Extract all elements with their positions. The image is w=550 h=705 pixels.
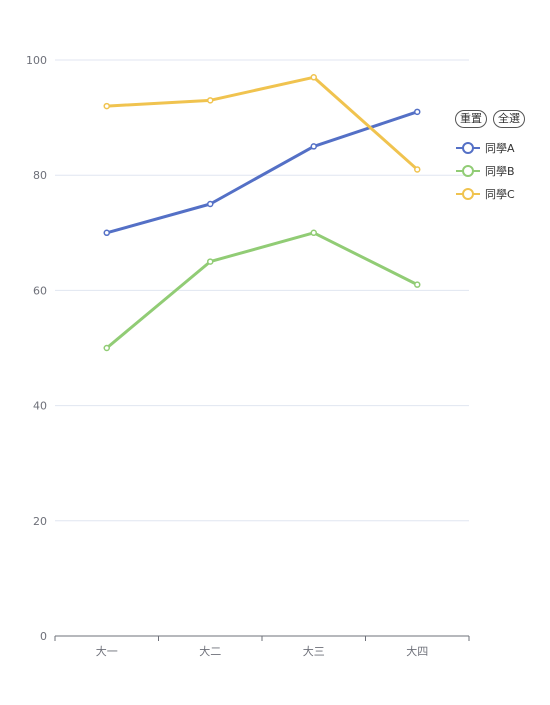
x-tick-label: 大三 — [303, 644, 325, 658]
data-point[interactable] — [310, 74, 317, 81]
data-point[interactable] — [207, 200, 214, 208]
legend-item-1[interactable]: 同學B — [455, 159, 550, 182]
data-point[interactable] — [414, 108, 421, 116]
x-tick-label: 大四 — [406, 644, 428, 658]
select-all-button[interactable]: 全選 — [493, 110, 525, 128]
legend: 重置 全選 同學A 同學B 同學C — [455, 110, 550, 205]
series-0 — [103, 108, 421, 237]
series-2 — [103, 74, 421, 173]
series-1 — [103, 229, 421, 352]
y-tick-label: 60 — [33, 284, 47, 297]
legend-item-2[interactable]: 同學C — [455, 182, 550, 205]
y-tick-label: 0 — [40, 630, 47, 643]
y-tick-label: 40 — [33, 400, 47, 413]
x-tick-label: 大二 — [199, 644, 221, 658]
data-point[interactable] — [207, 258, 214, 265]
data-point[interactable] — [310, 229, 317, 237]
y-tick-label: 100 — [26, 54, 47, 67]
series-line — [106, 110, 418, 235]
y-tick-label: 20 — [33, 515, 47, 528]
x-tick-label: 大一 — [96, 644, 118, 658]
legend-buttons: 重置 全選 — [455, 110, 550, 128]
reset-button[interactable]: 重置 — [455, 110, 487, 128]
legend-line-circle-icon — [456, 141, 480, 154]
data-point[interactable] — [103, 344, 110, 352]
data-point[interactable] — [103, 102, 110, 110]
data-point[interactable] — [103, 229, 110, 237]
series-layer — [103, 74, 421, 352]
legend-label: 同學C — [485, 187, 515, 201]
x-axis: 大一 大二 大三 大四 — [54, 635, 470, 658]
legend-line-circle-icon — [456, 187, 480, 200]
y-tick-label: 80 — [33, 169, 47, 182]
y-axis-labels: 0 20 40 60 80 100 — [26, 54, 47, 643]
legend-label: 同學A — [485, 141, 515, 155]
legend-items: 同學A 同學B 同學C — [455, 136, 550, 205]
data-point[interactable] — [414, 281, 421, 288]
legend-line-circle-icon — [456, 164, 480, 177]
data-point[interactable] — [414, 166, 421, 173]
data-point[interactable] — [207, 97, 214, 104]
data-point[interactable] — [310, 143, 317, 150]
grid-lines — [55, 59, 469, 522]
series-line — [106, 75, 419, 171]
legend-label: 同學B — [485, 164, 515, 178]
legend-item-0[interactable]: 同學A — [455, 136, 550, 159]
series-line — [105, 231, 418, 350]
